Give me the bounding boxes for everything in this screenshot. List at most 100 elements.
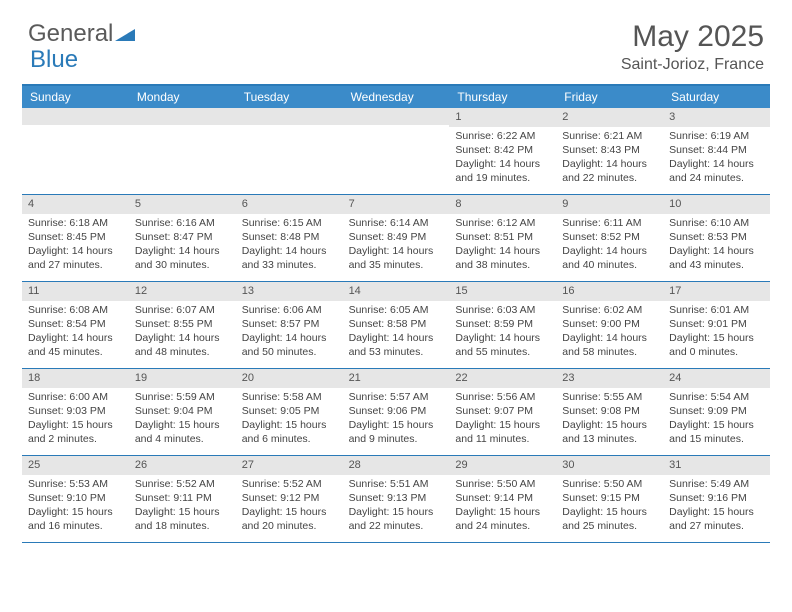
day-line: Sunrise: 5:55 AM <box>562 390 657 404</box>
day-line: Sunset: 8:48 PM <box>242 230 337 244</box>
day-number: 28 <box>343 456 450 475</box>
header: General May 2025 Saint-Jorioz, France <box>0 0 792 78</box>
day-line: Daylight: 15 hours <box>455 505 550 519</box>
day-body: Sunrise: 5:50 AMSunset: 9:15 PMDaylight:… <box>556 475 663 538</box>
day-number: 11 <box>22 282 129 301</box>
week-row: 11Sunrise: 6:08 AMSunset: 8:54 PMDayligh… <box>22 282 770 369</box>
day-line: Sunrise: 6:22 AM <box>455 129 550 143</box>
day-line: Daylight: 14 hours <box>455 244 550 258</box>
day-cell: 5Sunrise: 6:16 AMSunset: 8:47 PMDaylight… <box>129 195 236 281</box>
day-line: Sunrise: 6:15 AM <box>242 216 337 230</box>
day-line: Sunset: 9:11 PM <box>135 491 230 505</box>
day-number: 18 <box>22 369 129 388</box>
day-line: Sunset: 9:16 PM <box>669 491 764 505</box>
day-line: Daylight: 15 hours <box>135 505 230 519</box>
day-line: Sunrise: 5:51 AM <box>349 477 444 491</box>
day-line: and 50 minutes. <box>242 345 337 359</box>
day-line: Sunset: 8:45 PM <box>28 230 123 244</box>
day-line: and 55 minutes. <box>455 345 550 359</box>
day-number: 26 <box>129 456 236 475</box>
day-line: and 38 minutes. <box>455 258 550 272</box>
day-body: Sunrise: 5:52 AMSunset: 9:11 PMDaylight:… <box>129 475 236 538</box>
day-line: Sunrise: 6:18 AM <box>28 216 123 230</box>
day-cell: 25Sunrise: 5:53 AMSunset: 9:10 PMDayligh… <box>22 456 129 542</box>
day-body: Sunrise: 6:05 AMSunset: 8:58 PMDaylight:… <box>343 301 450 364</box>
day-line: Sunrise: 6:06 AM <box>242 303 337 317</box>
day-number <box>236 108 343 125</box>
day-body: Sunrise: 6:12 AMSunset: 8:51 PMDaylight:… <box>449 214 556 277</box>
day-line: Daylight: 14 hours <box>669 244 764 258</box>
day-number: 13 <box>236 282 343 301</box>
day-number: 22 <box>449 369 556 388</box>
day-number: 27 <box>236 456 343 475</box>
day-line: and 11 minutes. <box>455 432 550 446</box>
day-number: 14 <box>343 282 450 301</box>
day-body: Sunrise: 6:01 AMSunset: 9:01 PMDaylight:… <box>663 301 770 364</box>
day-line: Sunrise: 5:56 AM <box>455 390 550 404</box>
day-body: Sunrise: 6:15 AMSunset: 8:48 PMDaylight:… <box>236 214 343 277</box>
day-line: Sunrise: 6:12 AM <box>455 216 550 230</box>
day-number: 3 <box>663 108 770 127</box>
day-body: Sunrise: 6:11 AMSunset: 8:52 PMDaylight:… <box>556 214 663 277</box>
day-number: 5 <box>129 195 236 214</box>
day-cell: 7Sunrise: 6:14 AMSunset: 8:49 PMDaylight… <box>343 195 450 281</box>
day-number: 2 <box>556 108 663 127</box>
day-body <box>129 125 236 131</box>
day-line: Sunset: 8:54 PM <box>28 317 123 331</box>
day-line: and 35 minutes. <box>349 258 444 272</box>
day-number <box>22 108 129 125</box>
day-line: and 16 minutes. <box>28 519 123 533</box>
day-number: 29 <box>449 456 556 475</box>
day-header: Saturday <box>663 86 770 108</box>
day-cell <box>236 108 343 194</box>
day-line: Sunset: 8:58 PM <box>349 317 444 331</box>
day-line: Sunset: 9:09 PM <box>669 404 764 418</box>
day-line: and 58 minutes. <box>562 345 657 359</box>
day-body <box>343 125 450 131</box>
day-line: Sunset: 8:49 PM <box>349 230 444 244</box>
day-line: Sunrise: 5:58 AM <box>242 390 337 404</box>
day-body: Sunrise: 5:58 AMSunset: 9:05 PMDaylight:… <box>236 388 343 451</box>
day-line: Daylight: 15 hours <box>28 418 123 432</box>
day-line: Daylight: 15 hours <box>349 418 444 432</box>
logo-triangle-icon <box>115 20 135 48</box>
day-body: Sunrise: 5:59 AMSunset: 9:04 PMDaylight:… <box>129 388 236 451</box>
day-line: Sunset: 8:52 PM <box>562 230 657 244</box>
day-line: Daylight: 15 hours <box>28 505 123 519</box>
day-line: Sunrise: 6:00 AM <box>28 390 123 404</box>
day-line: Sunset: 9:08 PM <box>562 404 657 418</box>
week-row: 25Sunrise: 5:53 AMSunset: 9:10 PMDayligh… <box>22 456 770 543</box>
day-body: Sunrise: 6:03 AMSunset: 8:59 PMDaylight:… <box>449 301 556 364</box>
day-cell: 20Sunrise: 5:58 AMSunset: 9:05 PMDayligh… <box>236 369 343 455</box>
day-body: Sunrise: 5:49 AMSunset: 9:16 PMDaylight:… <box>663 475 770 538</box>
title-block: May 2025 Saint-Jorioz, France <box>621 20 764 74</box>
day-cell: 29Sunrise: 5:50 AMSunset: 9:14 PMDayligh… <box>449 456 556 542</box>
day-body: Sunrise: 6:10 AMSunset: 8:53 PMDaylight:… <box>663 214 770 277</box>
day-line: Sunrise: 6:16 AM <box>135 216 230 230</box>
day-number: 12 <box>129 282 236 301</box>
day-line: Daylight: 14 hours <box>562 244 657 258</box>
week-row: 4Sunrise: 6:18 AMSunset: 8:45 PMDaylight… <box>22 195 770 282</box>
day-cell: 11Sunrise: 6:08 AMSunset: 8:54 PMDayligh… <box>22 282 129 368</box>
day-body: Sunrise: 5:55 AMSunset: 9:08 PMDaylight:… <box>556 388 663 451</box>
day-line: Daylight: 14 hours <box>28 244 123 258</box>
day-line: Daylight: 15 hours <box>242 418 337 432</box>
day-line: Sunrise: 6:19 AM <box>669 129 764 143</box>
day-body: Sunrise: 6:07 AMSunset: 8:55 PMDaylight:… <box>129 301 236 364</box>
day-line: Sunset: 9:00 PM <box>562 317 657 331</box>
week-row: 18Sunrise: 6:00 AMSunset: 9:03 PMDayligh… <box>22 369 770 456</box>
day-line: and 27 minutes. <box>28 258 123 272</box>
day-body: Sunrise: 6:14 AMSunset: 8:49 PMDaylight:… <box>343 214 450 277</box>
day-cell: 15Sunrise: 6:03 AMSunset: 8:59 PMDayligh… <box>449 282 556 368</box>
day-number <box>343 108 450 125</box>
logo-text-part1: General <box>28 20 113 48</box>
day-cell: 19Sunrise: 5:59 AMSunset: 9:04 PMDayligh… <box>129 369 236 455</box>
day-line: Sunset: 9:12 PM <box>242 491 337 505</box>
day-line: Sunset: 9:14 PM <box>455 491 550 505</box>
day-line: Sunset: 8:53 PM <box>669 230 764 244</box>
day-cell: 17Sunrise: 6:01 AMSunset: 9:01 PMDayligh… <box>663 282 770 368</box>
day-line: and 15 minutes. <box>669 432 764 446</box>
day-line: Daylight: 15 hours <box>135 418 230 432</box>
day-cell <box>22 108 129 194</box>
day-body: Sunrise: 6:00 AMSunset: 9:03 PMDaylight:… <box>22 388 129 451</box>
